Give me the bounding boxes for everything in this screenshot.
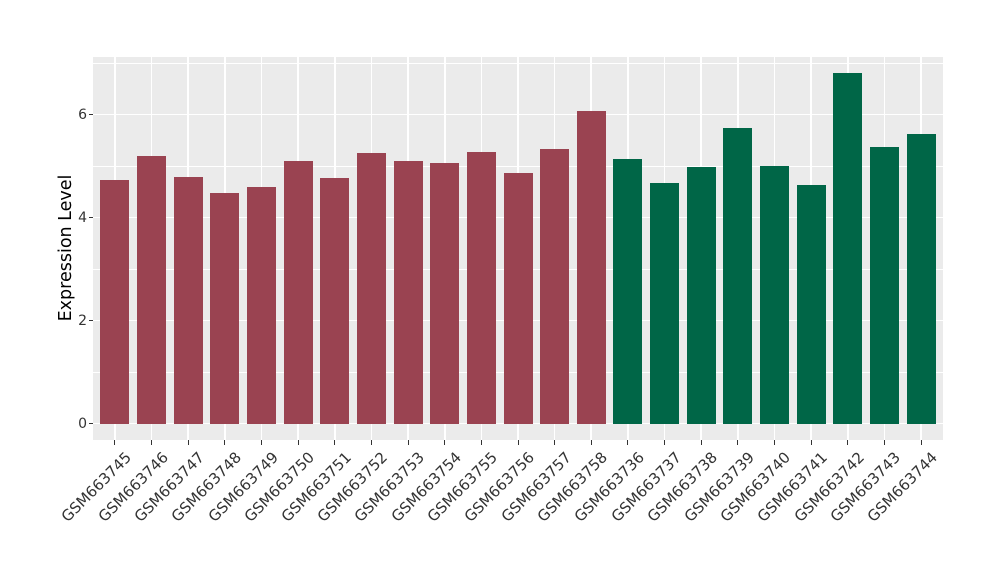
- minor-gridline: [93, 62, 943, 64]
- x-axis-tick: [590, 440, 592, 445]
- y-tick-label: 6: [78, 106, 87, 123]
- bar: [540, 148, 570, 424]
- x-axis-tick: [517, 440, 519, 445]
- y-tick-label: 0: [78, 415, 87, 432]
- x-axis-tick: [444, 440, 446, 445]
- bar: [869, 146, 899, 424]
- bar: [613, 158, 643, 424]
- bar: [393, 160, 423, 424]
- x-axis-tick: [334, 440, 336, 445]
- bar: [796, 184, 826, 424]
- bar: [247, 187, 277, 424]
- x-axis-tick: [407, 440, 409, 445]
- major-gridline: [93, 113, 943, 116]
- bar: [320, 177, 350, 424]
- x-axis-tick: [187, 440, 189, 445]
- y-axis-title: Expression Level: [56, 174, 76, 322]
- y-axis-tick: [88, 423, 93, 425]
- bar: [430, 163, 460, 424]
- y-tick-label: 2: [78, 312, 87, 329]
- x-axis-tick: [847, 440, 849, 445]
- bar: [686, 167, 716, 424]
- bar: [759, 165, 789, 424]
- x-axis-tick: [810, 440, 812, 445]
- bar: [210, 192, 240, 424]
- bar: [283, 160, 313, 424]
- y-axis-tick: [88, 114, 93, 116]
- y-axis-tick: [88, 320, 93, 322]
- bar: [503, 173, 533, 424]
- bar: [100, 179, 130, 424]
- y-axis-tick: [88, 217, 93, 219]
- major-gridline: [93, 422, 943, 425]
- x-axis-tick: [151, 440, 153, 445]
- x-axis-tick: [261, 440, 263, 445]
- x-axis-tick: [773, 440, 775, 445]
- bar: [576, 110, 606, 424]
- x-axis-tick: [114, 440, 116, 445]
- x-axis-tick: [224, 440, 226, 445]
- bar: [466, 151, 496, 424]
- x-axis-tick: [297, 440, 299, 445]
- x-axis-tick: [664, 440, 666, 445]
- x-axis-tick: [883, 440, 885, 445]
- y-tick-label: 4: [78, 209, 87, 226]
- bar: [356, 152, 386, 424]
- x-axis-tick: [480, 440, 482, 445]
- x-axis-tick: [554, 440, 556, 445]
- plot-panel: [93, 57, 943, 440]
- bar: [137, 156, 167, 424]
- x-axis-tick: [700, 440, 702, 445]
- bar: [833, 73, 863, 424]
- x-axis-tick: [737, 440, 739, 445]
- x-axis-tick: [920, 440, 922, 445]
- minor-gridline: [93, 165, 943, 167]
- bar: [723, 128, 753, 424]
- x-axis-tick: [627, 440, 629, 445]
- x-axis-tick: [370, 440, 372, 445]
- bar: [173, 176, 203, 424]
- bar: [650, 182, 680, 424]
- bar: [906, 133, 936, 424]
